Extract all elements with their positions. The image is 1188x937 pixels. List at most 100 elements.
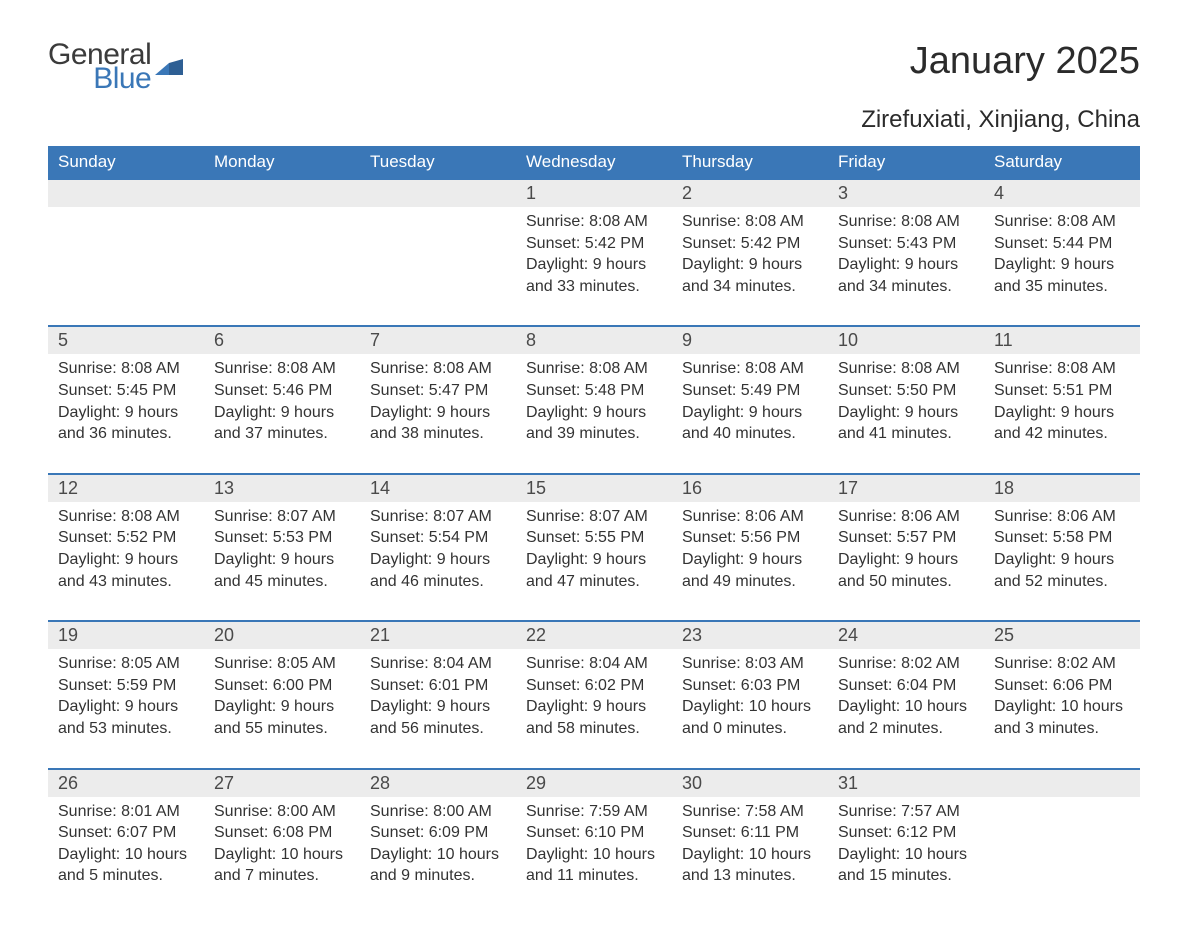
daylight-text-2: and 55 minutes.: [214, 718, 350, 740]
day-number-cell: 19: [48, 621, 204, 649]
weekday-header-row: Sunday Monday Tuesday Wednesday Thursday…: [48, 146, 1140, 179]
daylight-text-2: and 33 minutes.: [526, 276, 662, 298]
day-data-cell: Sunrise: 8:03 AMSunset: 6:03 PMDaylight:…: [672, 649, 828, 768]
sunset-text: Sunset: 5:50 PM: [838, 380, 974, 402]
day-number-row: 1234: [48, 179, 1140, 207]
day-data-cell: Sunrise: 8:02 AMSunset: 6:06 PMDaylight:…: [984, 649, 1140, 768]
daylight-text-2: and 46 minutes.: [370, 571, 506, 593]
day-number-cell: [360, 179, 516, 207]
sunrise-text: Sunrise: 8:08 AM: [682, 211, 818, 233]
daylight-text-1: Daylight: 9 hours: [214, 549, 350, 571]
daylight-text-2: and 53 minutes.: [58, 718, 194, 740]
day-number-row: 567891011: [48, 326, 1140, 354]
daylight-text-2: and 49 minutes.: [682, 571, 818, 593]
day-number-cell: 26: [48, 769, 204, 797]
day-number-cell: 1: [516, 179, 672, 207]
day-data-cell: Sunrise: 8:08 AMSunset: 5:44 PMDaylight:…: [984, 207, 1140, 326]
daylight-text-1: Daylight: 10 hours: [58, 844, 194, 866]
daylight-text-2: and 37 minutes.: [214, 423, 350, 445]
day-number-cell: 21: [360, 621, 516, 649]
sunrise-text: Sunrise: 8:01 AM: [58, 801, 194, 823]
daylight-text-1: Daylight: 9 hours: [58, 402, 194, 424]
day-number-cell: 9: [672, 326, 828, 354]
sunset-text: Sunset: 5:58 PM: [994, 527, 1130, 549]
sunset-text: Sunset: 5:55 PM: [526, 527, 662, 549]
day-number-cell: 31: [828, 769, 984, 797]
day-number-cell: 13: [204, 474, 360, 502]
day-data-cell: Sunrise: 8:06 AMSunset: 5:56 PMDaylight:…: [672, 502, 828, 621]
sunrise-text: Sunrise: 8:04 AM: [370, 653, 506, 675]
day-number-cell: 24: [828, 621, 984, 649]
flag-icon: [155, 59, 183, 79]
daylight-text-2: and 47 minutes.: [526, 571, 662, 593]
sunset-text: Sunset: 5:52 PM: [58, 527, 194, 549]
day-number-cell: 14: [360, 474, 516, 502]
day-data-cell: Sunrise: 8:08 AMSunset: 5:51 PMDaylight:…: [984, 354, 1140, 473]
daylight-text-2: and 35 minutes.: [994, 276, 1130, 298]
day-data-cell: Sunrise: 8:05 AMSunset: 5:59 PMDaylight:…: [48, 649, 204, 768]
weekday-header: Friday: [828, 146, 984, 179]
sunset-text: Sunset: 5:49 PM: [682, 380, 818, 402]
weekday-header: Tuesday: [360, 146, 516, 179]
sunrise-text: Sunrise: 8:08 AM: [370, 358, 506, 380]
day-data-cell: Sunrise: 8:05 AMSunset: 6:00 PMDaylight:…: [204, 649, 360, 768]
sunset-text: Sunset: 5:56 PM: [682, 527, 818, 549]
sunset-text: Sunset: 5:42 PM: [682, 233, 818, 255]
sunset-text: Sunset: 5:45 PM: [58, 380, 194, 402]
sunset-text: Sunset: 6:11 PM: [682, 822, 818, 844]
day-data-cell: Sunrise: 8:07 AMSunset: 5:54 PMDaylight:…: [360, 502, 516, 621]
daylight-text-2: and 3 minutes.: [994, 718, 1130, 740]
day-number-cell: [984, 769, 1140, 797]
day-data-cell: Sunrise: 8:06 AMSunset: 5:58 PMDaylight:…: [984, 502, 1140, 621]
day-data-row: Sunrise: 8:08 AMSunset: 5:42 PMDaylight:…: [48, 207, 1140, 326]
daylight-text-1: Daylight: 9 hours: [370, 549, 506, 571]
sunrise-text: Sunrise: 8:08 AM: [526, 358, 662, 380]
sunrise-text: Sunrise: 8:07 AM: [214, 506, 350, 528]
day-data-row: Sunrise: 8:08 AMSunset: 5:45 PMDaylight:…: [48, 354, 1140, 473]
day-data-cell: Sunrise: 8:08 AMSunset: 5:50 PMDaylight:…: [828, 354, 984, 473]
day-data-cell: Sunrise: 7:57 AMSunset: 6:12 PMDaylight:…: [828, 797, 984, 897]
calendar-table: Sunday Monday Tuesday Wednesday Thursday…: [48, 146, 1140, 897]
weekday-header: Monday: [204, 146, 360, 179]
weekday-header: Wednesday: [516, 146, 672, 179]
weekday-header: Sunday: [48, 146, 204, 179]
sunrise-text: Sunrise: 8:05 AM: [214, 653, 350, 675]
sunset-text: Sunset: 6:09 PM: [370, 822, 506, 844]
sunset-text: Sunset: 6:03 PM: [682, 675, 818, 697]
sunset-text: Sunset: 5:48 PM: [526, 380, 662, 402]
sunrise-text: Sunrise: 8:08 AM: [58, 506, 194, 528]
daylight-text-2: and 9 minutes.: [370, 865, 506, 887]
daylight-text-1: Daylight: 9 hours: [838, 402, 974, 424]
sunrise-text: Sunrise: 8:07 AM: [526, 506, 662, 528]
sunset-text: Sunset: 5:53 PM: [214, 527, 350, 549]
day-number-cell: [48, 179, 204, 207]
day-data-cell: Sunrise: 7:58 AMSunset: 6:11 PMDaylight:…: [672, 797, 828, 897]
day-number-cell: 20: [204, 621, 360, 649]
sunrise-text: Sunrise: 8:02 AM: [994, 653, 1130, 675]
daylight-text-1: Daylight: 9 hours: [58, 549, 194, 571]
day-data-cell: Sunrise: 8:08 AMSunset: 5:47 PMDaylight:…: [360, 354, 516, 473]
day-number-cell: 12: [48, 474, 204, 502]
sunrise-text: Sunrise: 8:06 AM: [682, 506, 818, 528]
sunset-text: Sunset: 5:46 PM: [214, 380, 350, 402]
day-number-cell: 30: [672, 769, 828, 797]
day-number-cell: 16: [672, 474, 828, 502]
day-data-cell: Sunrise: 8:01 AMSunset: 6:07 PMDaylight:…: [48, 797, 204, 897]
daylight-text-2: and 41 minutes.: [838, 423, 974, 445]
day-number-cell: 3: [828, 179, 984, 207]
sunrise-text: Sunrise: 8:06 AM: [838, 506, 974, 528]
daylight-text-1: Daylight: 9 hours: [526, 696, 662, 718]
sunrise-text: Sunrise: 8:08 AM: [994, 358, 1130, 380]
daylight-text-2: and 56 minutes.: [370, 718, 506, 740]
day-number-cell: 15: [516, 474, 672, 502]
daylight-text-2: and 11 minutes.: [526, 865, 662, 887]
day-data-cell: [204, 207, 360, 326]
daylight-text-1: Daylight: 9 hours: [58, 696, 194, 718]
daylight-text-1: Daylight: 9 hours: [370, 696, 506, 718]
sunset-text: Sunset: 5:59 PM: [58, 675, 194, 697]
sunrise-text: Sunrise: 8:03 AM: [682, 653, 818, 675]
daylight-text-1: Daylight: 9 hours: [370, 402, 506, 424]
day-data-cell: Sunrise: 8:08 AMSunset: 5:43 PMDaylight:…: [828, 207, 984, 326]
daylight-text-1: Daylight: 9 hours: [214, 402, 350, 424]
day-data-cell: [360, 207, 516, 326]
